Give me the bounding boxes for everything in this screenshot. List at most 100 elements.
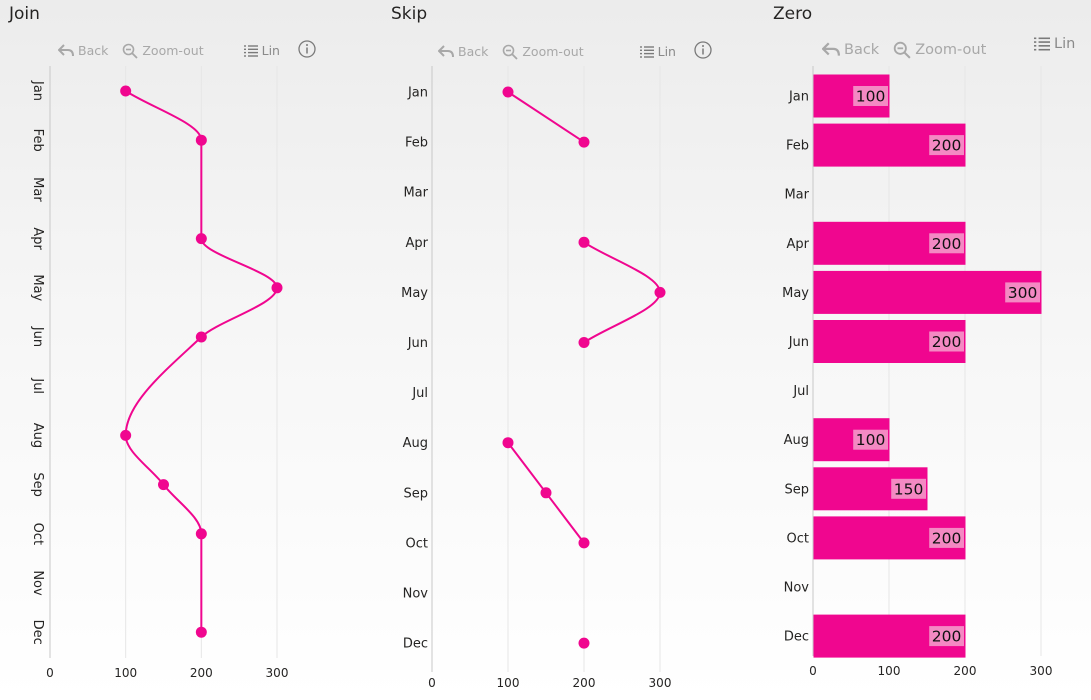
category-label: Jun (30, 326, 45, 347)
data-point[interactable] (578, 136, 590, 148)
data-label: 100 (856, 431, 886, 449)
x-tick-label: 300 (266, 666, 289, 680)
data-label-bg (929, 331, 964, 352)
data-point[interactable] (120, 85, 132, 97)
category-label: Jul (30, 377, 45, 394)
category-label: Apr (787, 237, 810, 252)
back-button[interactable]: Back (438, 44, 488, 59)
chart-toolbar: Back Zoom-out Lin (58, 40, 316, 61)
series-line (507, 91, 585, 143)
zoom-out-button[interactable]: Zoom-out (502, 44, 584, 60)
x-tick-label: 0 (428, 676, 436, 690)
data-label-bg (929, 233, 964, 254)
category-label: Sep (403, 486, 428, 501)
x-tick-label: 0 (809, 664, 817, 678)
category-label: Aug (403, 436, 428, 451)
info-button[interactable] (694, 41, 712, 62)
linear-scale-toggle[interactable]: Lin (639, 44, 676, 59)
zero-bar-chart: 0 100 200 300 Jan Feb Mar Apr May Jun Jul Aug Sep Oct… (782, 66, 1053, 678)
data-label-bg (929, 527, 964, 548)
category-label: Jul (792, 384, 809, 399)
data-label-bg (891, 478, 926, 499)
data-point[interactable] (195, 331, 207, 343)
category-label: Jun (407, 336, 428, 351)
series-line (583, 241, 662, 344)
category-label: Nov (30, 570, 45, 596)
info-icon (694, 41, 712, 59)
category-label: Jan (788, 90, 809, 105)
linear-scale-toggle[interactable]: Lin (1034, 36, 1075, 52)
category-label: Sep (784, 482, 809, 497)
data-label: 200 (932, 333, 962, 351)
chart-panel-skip: Skip Back Zoom-out Lin 0 100 200 300 Jan Feb M… (380, 0, 760, 700)
data-label: 200 (932, 235, 962, 253)
data-label: 200 (932, 529, 962, 547)
chart-title: Zero (773, 4, 813, 24)
category-label: Dec (403, 637, 428, 652)
zoom-out-label: Zoom-out (915, 42, 987, 58)
back-label: Back (78, 43, 109, 58)
category-label: May (30, 274, 45, 301)
category-label: Jan (30, 80, 45, 101)
data-point[interactable] (578, 337, 590, 348)
x-tick-label: 300 (649, 676, 672, 690)
data-point[interactable] (654, 286, 666, 298)
data-point[interactable] (502, 86, 514, 98)
zoom-out-icon (123, 43, 138, 59)
zoom-out-button[interactable]: Zoom-out (893, 41, 986, 59)
zoom-out-label: Zoom-out (522, 44, 584, 59)
back-arrow-icon (822, 42, 840, 56)
data-label: 300 (1008, 284, 1038, 302)
category-label: Sep (30, 472, 45, 497)
category-label: Dec (30, 620, 45, 645)
data-label: 150 (894, 480, 924, 498)
data-point[interactable] (578, 637, 590, 649)
back-button[interactable]: Back (822, 42, 879, 58)
category-label: Oct (787, 531, 809, 546)
x-tick-label: 100 (497, 676, 520, 690)
info-icon (298, 40, 316, 58)
data-label-bg (929, 135, 964, 156)
x-tick-label: 100 (878, 664, 901, 678)
category-label: Feb (405, 136, 428, 151)
data-label: 200 (932, 628, 962, 646)
category-label: May (401, 286, 428, 301)
category-label: Jul (411, 386, 428, 401)
category-label: Apr (30, 227, 45, 250)
bar[interactable] (813, 270, 1042, 314)
data-point[interactable] (195, 233, 207, 245)
join-line-chart: 0 100 200 300 Jan Feb Mar Apr May Jun Jul Aug Sep Oct… (30, 66, 289, 680)
data-point[interactable] (195, 528, 207, 540)
back-arrow-icon (438, 44, 454, 57)
data-point[interactable] (578, 537, 590, 549)
data-point[interactable] (195, 626, 207, 638)
chart-title: Skip (391, 4, 428, 24)
data-point[interactable] (158, 479, 169, 491)
data-point[interactable] (120, 429, 132, 441)
list-icon (243, 44, 258, 57)
chart-panel-zero: Zero Back Zoom-out Lin 0 100 200 300 Jan Feb M… (760, 0, 1091, 700)
category-label: Feb (30, 129, 45, 152)
data-point[interactable] (195, 134, 207, 146)
data-point[interactable] (502, 437, 514, 449)
zoom-out-button[interactable]: Zoom-out (122, 43, 204, 59)
data-point[interactable] (271, 282, 283, 294)
data-label-bg (853, 429, 888, 450)
data-label-bg (1005, 282, 1040, 303)
category-label: Nov (784, 581, 810, 596)
data-point[interactable] (540, 487, 552, 499)
zoom-out-icon (893, 41, 911, 59)
x-tick-label: 200 (190, 666, 213, 680)
category-label: Feb (786, 139, 809, 154)
data-point[interactable] (578, 236, 590, 248)
info-button[interactable] (298, 40, 316, 61)
list-icon (1034, 37, 1050, 51)
chart-panel-join: Join Back Zoom-out Lin 0 100 200 300 Jan Feb M… (0, 0, 380, 700)
category-label: Nov (403, 587, 429, 602)
linear-scale-toggle[interactable]: Lin (243, 43, 280, 58)
zoom-out-icon (503, 44, 518, 60)
back-button[interactable]: Back (58, 43, 108, 58)
zoom-out-label: Zoom-out (142, 43, 204, 58)
x-tick-label: 300 (1030, 664, 1053, 678)
chart-title: Join (9, 4, 40, 24)
